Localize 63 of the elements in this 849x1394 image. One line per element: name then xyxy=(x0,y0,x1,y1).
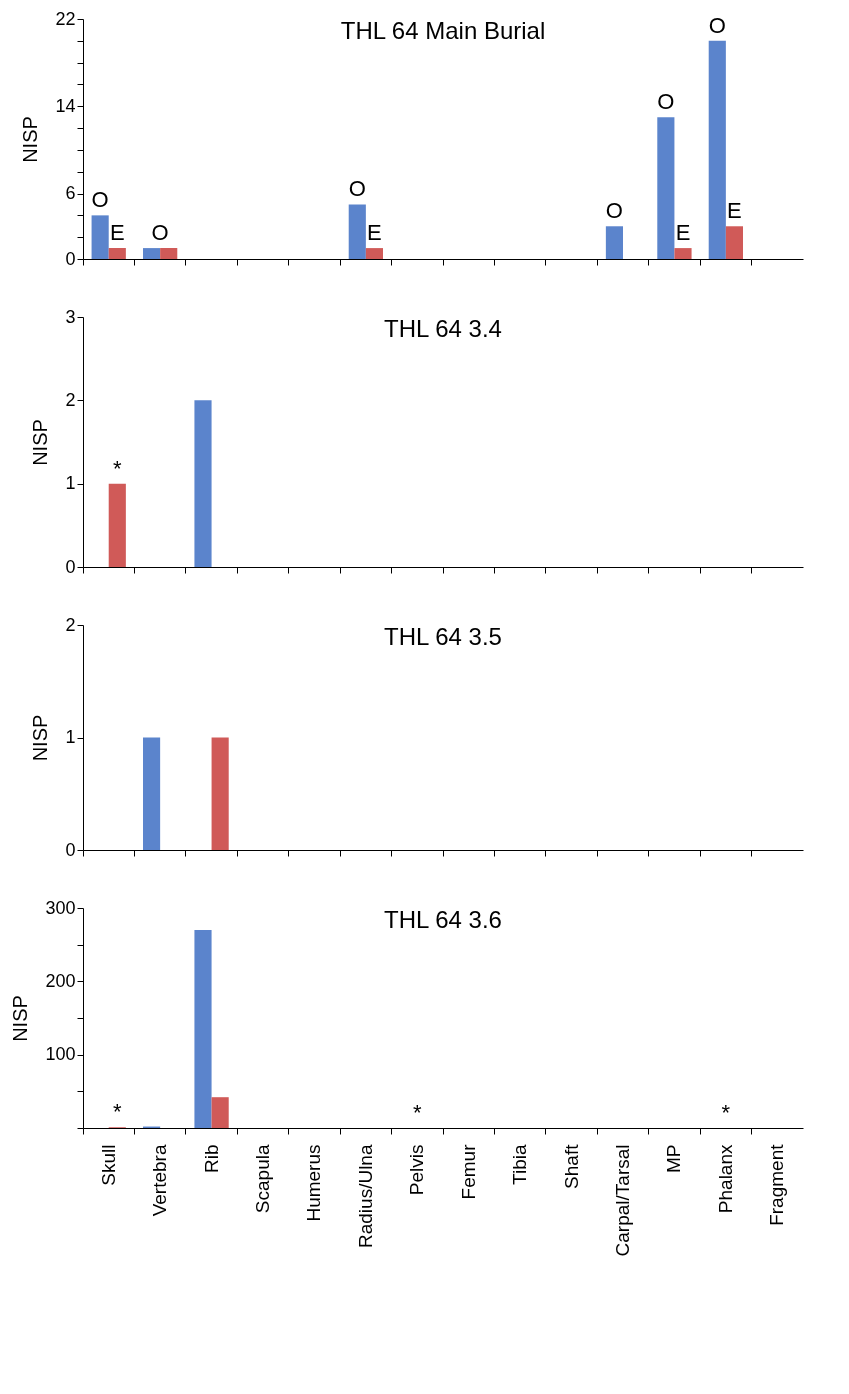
annotation: E xyxy=(675,220,691,246)
x-tick-label: Shaft xyxy=(560,1143,582,1189)
chart-title: THL 64 3.4 xyxy=(384,315,502,342)
x-tick-label: Scapula xyxy=(252,1144,273,1214)
y-tick-label: 6 xyxy=(65,183,76,204)
x-tick-label: Rib xyxy=(200,1144,222,1174)
bar xyxy=(211,1097,229,1128)
y-tick-label: 2 xyxy=(65,614,76,635)
annotation: O xyxy=(657,89,675,115)
bar xyxy=(143,248,161,259)
y-tick-label: 14 xyxy=(55,95,76,116)
x-tick-label: MP xyxy=(663,1144,685,1173)
bar xyxy=(160,248,178,259)
y-axis-title: NISP xyxy=(19,116,42,163)
y-axis-title: NISP xyxy=(29,419,52,466)
chart-title: THL 64 3.5 xyxy=(384,623,502,650)
annotation: O xyxy=(151,220,169,246)
bar xyxy=(348,204,366,259)
bar xyxy=(365,248,383,259)
y-tick-label: 200 xyxy=(45,970,76,991)
x-tick-label: Pelvis xyxy=(406,1144,428,1196)
y-tick-label: 1 xyxy=(65,473,76,494)
x-tick-label: Femur xyxy=(457,1143,479,1200)
annotation: * xyxy=(113,1099,122,1125)
bar xyxy=(725,226,743,259)
annotation: E xyxy=(109,220,125,246)
x-tick-label: Phalanx xyxy=(714,1144,736,1214)
x-tick-label: Vertebra xyxy=(149,1144,171,1217)
bar xyxy=(674,248,692,259)
x-tick-label: Skull xyxy=(97,1144,119,1186)
y-tick-label: 0 xyxy=(65,248,76,269)
bar xyxy=(108,248,126,259)
bar xyxy=(657,117,675,259)
annotation: E xyxy=(727,198,742,224)
annotation: * xyxy=(113,455,122,481)
y-tick-label: 0 xyxy=(65,556,76,577)
y-tick-label: 0 xyxy=(65,839,76,860)
bar xyxy=(194,930,212,1128)
annotation: O xyxy=(708,12,726,38)
y-axis-title: NISP xyxy=(29,714,52,762)
annotation: * xyxy=(721,1100,731,1125)
y-tick-label: 300 xyxy=(45,897,76,918)
bar xyxy=(708,40,726,259)
x-tick-label: Tibia xyxy=(509,1144,531,1185)
y-axis-title: NISP xyxy=(9,995,32,1042)
annotation: O xyxy=(605,198,623,224)
chart-title: THL 64 3.6 xyxy=(384,906,502,933)
x-tick-label: Fragment xyxy=(766,1143,788,1226)
annotation: E xyxy=(367,220,382,246)
y-tick-label: 2 xyxy=(65,389,76,410)
y-tick-label: 3 xyxy=(65,306,76,327)
chart-title: THL 64 Main Burial xyxy=(340,17,546,44)
bar xyxy=(91,215,109,259)
x-tick-label: Carpal/Tarsal xyxy=(612,1144,633,1257)
annotation: O xyxy=(348,176,366,202)
y-tick-label: 22 xyxy=(55,8,76,29)
x-tick-label: Humerus xyxy=(303,1144,325,1222)
y-tick-label: 1 xyxy=(65,727,76,747)
x-tick-label: Radius/Ulna xyxy=(354,1144,376,1248)
bar xyxy=(605,226,623,259)
y-tick-label: 100 xyxy=(45,1044,76,1065)
annotation: O xyxy=(91,187,109,213)
annotation: * xyxy=(413,1100,422,1125)
